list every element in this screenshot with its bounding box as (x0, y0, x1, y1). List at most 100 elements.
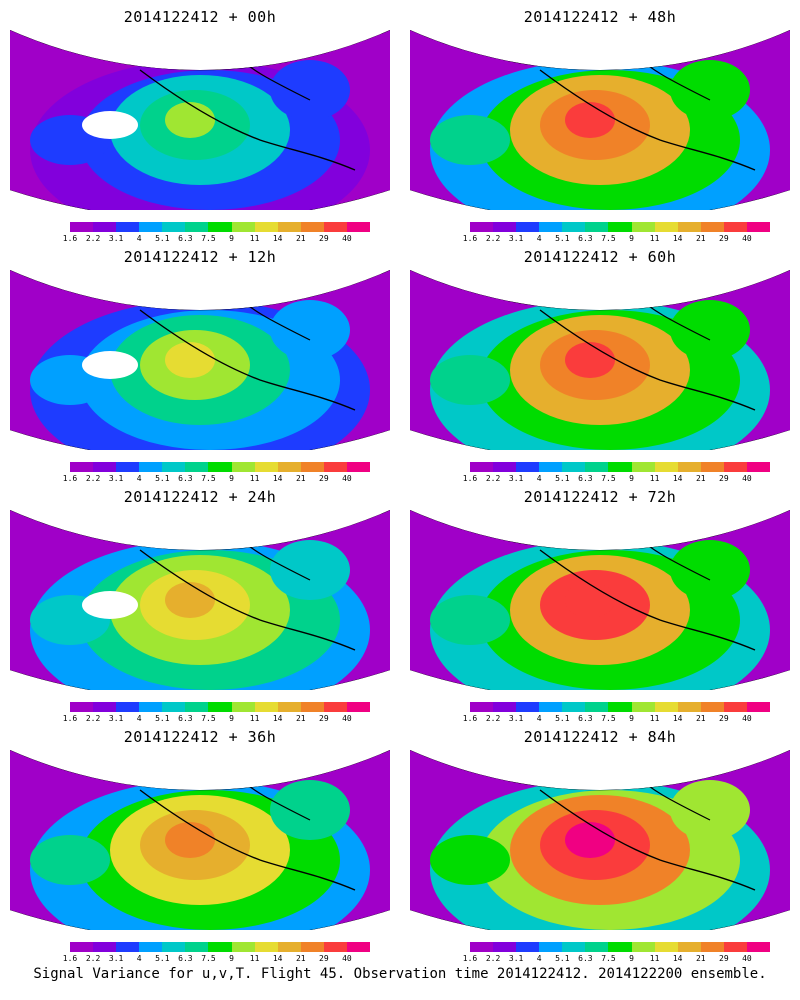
colorbar-tick-label: 9 (229, 954, 234, 963)
variance-contour (30, 835, 110, 885)
colorbar-tick-label: 2.2 (485, 474, 501, 483)
colorbar-tick-label: 6.3 (578, 954, 593, 963)
colorbar-tick-label: 3.1 (108, 474, 124, 483)
map (410, 270, 790, 450)
colorbar-swatch (277, 462, 301, 472)
panel-6: 2014122412 + 36h 1.6 2.2 3.1 4 5.1 6.3 7.5 9 11 1… (10, 720, 390, 963)
colorbar-tick-label: 40 (342, 474, 352, 483)
colorbar-swatch (346, 702, 371, 712)
colorbar (70, 942, 371, 952)
colorbar-tick-label: 29 (319, 954, 329, 963)
colorbar-tick-label: 3.1 (108, 234, 124, 243)
colorbar-swatch (346, 942, 371, 952)
colorbar-swatch (700, 222, 724, 232)
colorbar-tick-label: 6.3 (178, 474, 193, 483)
colorbar-swatch (608, 702, 632, 712)
colorbar-swatch (139, 222, 163, 232)
colorbar-swatch (70, 942, 94, 952)
colorbar (70, 462, 371, 472)
colorbar-tick-label: 40 (342, 954, 352, 963)
colorbar-swatch (300, 942, 324, 952)
colorbar-ticks: 1.6 2.2 3.1 4 5.1 6.3 7.5 9 11 14 21 29 40 (463, 474, 770, 484)
colorbar-swatch (185, 222, 209, 232)
colorbar-swatch (516, 702, 540, 712)
colorbar-swatch (516, 222, 540, 232)
panel-title: 2014122412 + 24h (123, 488, 277, 506)
colorbar-tick-label: 6.3 (178, 954, 193, 963)
panel-title: 2014122412 + 00h (123, 8, 277, 26)
colorbar (70, 702, 371, 712)
colorbar-swatch (93, 702, 117, 712)
colorbar-tick-label: 6.3 (578, 714, 593, 723)
colorbar-swatch (539, 702, 563, 712)
colorbar-tick-label: 40 (742, 234, 752, 243)
colorbar-swatch (654, 222, 678, 232)
colorbar-swatch (208, 462, 232, 472)
colorbar-tick-label: 14 (672, 474, 683, 483)
colorbar-swatch (539, 942, 563, 952)
colorbar-tick-label: 1.6 (462, 474, 478, 483)
colorbar-swatch (470, 942, 494, 952)
colorbar-tick-label: 5.1 (555, 474, 570, 483)
map (10, 270, 390, 450)
panel-title: 2014122412 + 84h (523, 728, 677, 746)
colorbar-tick-label: 7.5 (601, 474, 616, 483)
colorbar-tick-label: 3.1 (108, 954, 124, 963)
colorbar-tick-label: 11 (249, 474, 260, 483)
colorbar-swatch (346, 222, 371, 232)
colorbar-swatch (608, 942, 632, 952)
colorbar-swatch (654, 942, 678, 952)
colorbar-swatch (700, 942, 724, 952)
map (410, 750, 790, 930)
colorbar-swatch (277, 942, 301, 952)
colorbar-tick-label: 1.6 (462, 234, 478, 243)
colorbar-swatch (277, 702, 301, 712)
colorbar-swatch (539, 222, 563, 232)
colorbar-swatch (677, 942, 701, 952)
colorbar-tick-label: 29 (719, 234, 729, 243)
colorbar-tick-label: 1.6 (462, 954, 478, 963)
colorbar (470, 462, 771, 472)
colorbar-tick-label: 6.3 (178, 714, 193, 723)
colorbar-swatch (346, 462, 371, 472)
colorbar-tick-label: 11 (649, 234, 660, 243)
coastline (539, 309, 756, 411)
colorbar-tick-label: 5.1 (555, 234, 570, 243)
colorbar-tick-label: 9 (629, 954, 634, 963)
colorbar (470, 942, 771, 952)
colorbar-tick-label: 5.1 (155, 474, 170, 483)
colorbar-swatch (746, 942, 771, 952)
colorbar-tick-label: 11 (249, 714, 260, 723)
colorbar-swatch (116, 222, 140, 232)
colorbar-swatch (631, 462, 655, 472)
colorbar-ticks: 1.6 2.2 3.1 4 5.1 6.3 7.5 9 11 14 21 29 40 (63, 954, 370, 964)
coastline (539, 549, 756, 651)
panel-4: 2014122412 + 24h 1.6 2.2 3.1 4 5.1 6.3 7.5 9 11 1… (10, 480, 390, 723)
colorbar-tick-label: 2.2 (485, 234, 501, 243)
colorbar-tick-label: 29 (319, 234, 329, 243)
colorbar-ticks: 1.6 2.2 3.1 4 5.1 6.3 7.5 9 11 14 21 29 40 (463, 714, 770, 724)
colorbar-swatch (208, 942, 232, 952)
colorbar-tick-label: 21 (695, 954, 706, 963)
colorbar-swatch (585, 702, 609, 712)
colorbar-swatch (723, 942, 747, 952)
variance-contour (430, 115, 510, 165)
colorbar-tick-label: 9 (629, 714, 634, 723)
colorbar-swatch (162, 702, 186, 712)
colorbar-tick-label: 9 (229, 474, 234, 483)
colorbar-ticks: 1.6 2.2 3.1 4 5.1 6.3 7.5 9 11 14 21 29 40 (63, 474, 370, 484)
colorbar-swatch (254, 702, 278, 712)
colorbar-tick-label: 1.6 (62, 474, 78, 483)
colorbar-tick-label: 1.6 (62, 234, 78, 243)
colorbar-swatch (723, 462, 747, 472)
colorbar-swatch (562, 942, 586, 952)
colorbar-swatch (608, 462, 632, 472)
variance-contour (270, 60, 350, 120)
colorbar-tick-label: 5.1 (555, 954, 570, 963)
figure-caption: Signal Variance for u,v,T. Flight 45. Ob… (33, 966, 767, 982)
missing-data-area (82, 591, 138, 619)
coastline (139, 69, 356, 171)
colorbar-tick-label: 11 (249, 954, 260, 963)
colorbar-swatch (254, 222, 278, 232)
colorbar-tick-label: 21 (695, 234, 706, 243)
